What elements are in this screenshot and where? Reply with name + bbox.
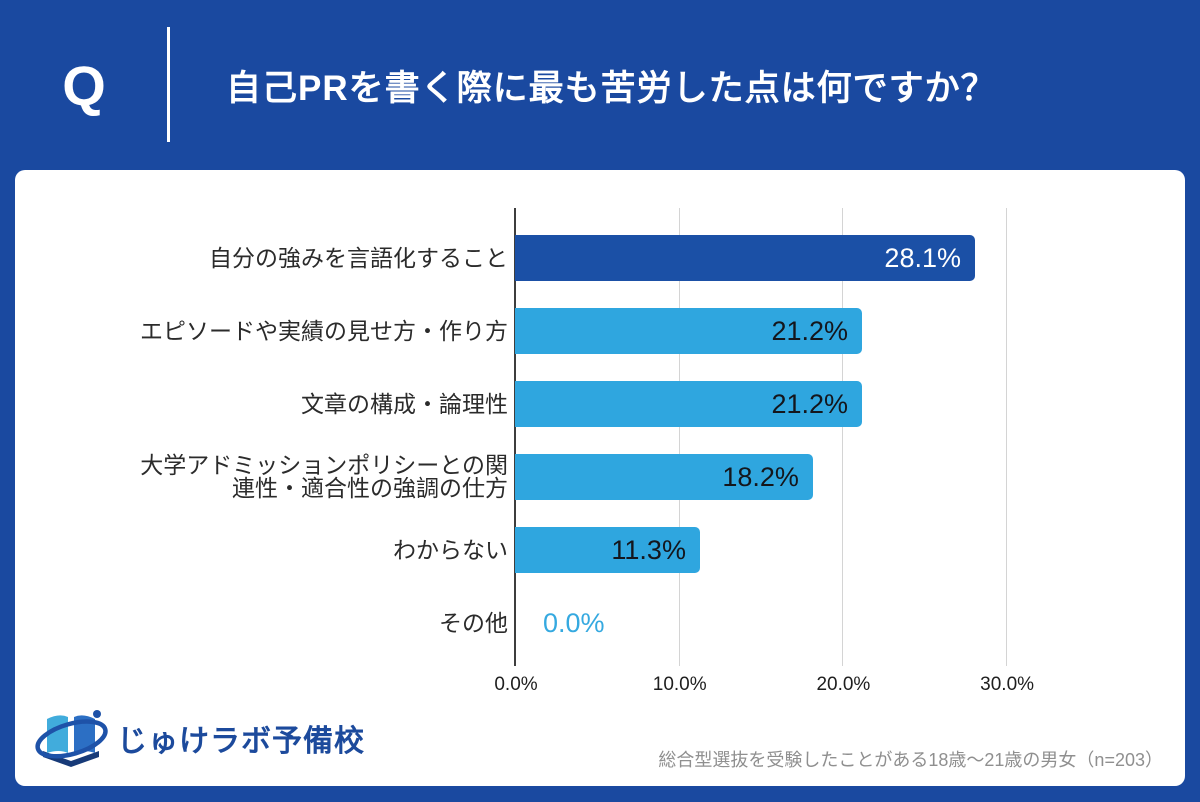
header-divider — [167, 27, 170, 142]
bar — [515, 527, 700, 573]
x-tick-label: 20.0% — [816, 674, 871, 695]
gridline-30 — [1006, 208, 1008, 666]
x-tick-label: 10.0% — [652, 674, 707, 695]
logo-text: じゅけラボ予備校 — [117, 725, 365, 758]
gridline-10 — [678, 208, 680, 666]
chart-row: その他 0.0% — [35, 600, 1165, 646]
bar-value-label: 28.1% — [884, 243, 961, 273]
bar-value-label: 21.2% — [771, 389, 849, 419]
category-label: 自分の強みを言語化すること — [209, 244, 508, 271]
bar-value-label: 21.2% — [771, 316, 849, 346]
page-title: 自己PRを書く際に最も苦労した点は何ですか？ — [226, 68, 997, 108]
bar — [515, 308, 863, 354]
source-note: 総合型選抜を受験したことがある18歳～21歳の男女（n=203） — [658, 750, 1163, 770]
gridline-20 — [842, 208, 844, 666]
bar-value-label: 18.2% — [722, 462, 799, 492]
category-label: 大学アドミッションポリシーとの関 連性・適合性の強調の仕方 — [140, 452, 508, 501]
category-label: その他 — [439, 609, 508, 636]
bar-value-label: 0.0% — [543, 608, 605, 638]
chart-row: わからない 11.3% — [35, 527, 1165, 573]
bar — [515, 381, 863, 427]
logo-book-icon — [35, 710, 108, 767]
q-mark: Q — [62, 53, 106, 117]
bar-chart: 自分の強みを言語化すること 28.1% エピソードや実績の見せ方・作り方 21.2% 文… — [35, 208, 1165, 708]
x-tick-label: 0.0% — [494, 674, 538, 695]
chart-row: エピソードや実績の見せ方・作り方 21.2% — [35, 308, 1165, 354]
brand-logo: じゅけラボ予備校 — [33, 706, 365, 770]
x-tick-label: 30.0% — [980, 674, 1035, 695]
bar — [515, 454, 813, 500]
chart-row: 文章の構成・論理性 21.2% — [35, 381, 1165, 427]
y-axis-line — [514, 208, 516, 666]
chart-card: 自分の強みを言語化すること 28.1% エピソードや実績の見せ方・作り方 21.2% 文… — [15, 170, 1185, 786]
grid-layer — [35, 208, 1165, 668]
chart-row: 大学アドミッションポリシーとの関 連性・適合性の強調の仕方 18.2% — [35, 454, 1165, 500]
category-label: 文章の構成・論理性 — [301, 390, 508, 417]
bar — [515, 235, 975, 281]
chart-row: 自分の強みを言語化すること 28.1% — [35, 235, 1165, 281]
category-label: わからない — [393, 536, 508, 563]
category-label: エピソードや実績の見せ方・作り方 — [140, 317, 508, 344]
question-header: Q 自己PRを書く際に最も苦労した点は何ですか？ — [0, 0, 1200, 170]
bar-value-label: 11.3% — [611, 535, 686, 565]
